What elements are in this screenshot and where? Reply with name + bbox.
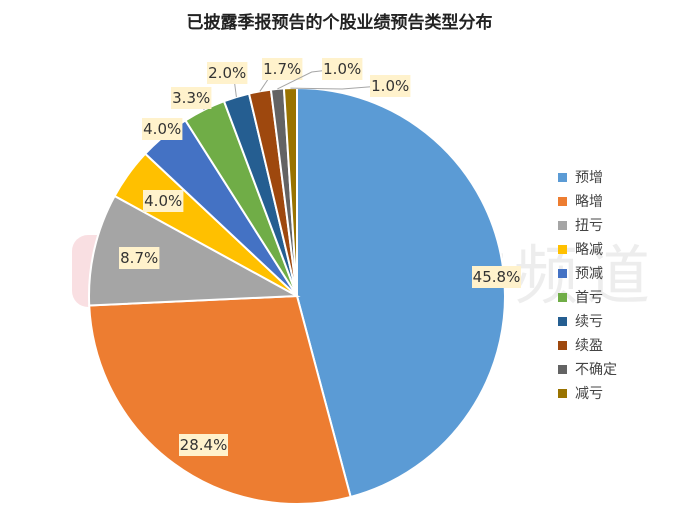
pie-slice-2 bbox=[88, 294, 352, 505]
data-label-bg-10 bbox=[370, 75, 411, 97]
legend-label: 预增 bbox=[575, 170, 603, 186]
data-label-bg-5 bbox=[142, 118, 183, 140]
legend-label: 略增 bbox=[575, 194, 603, 210]
data-label-2: 28.4% bbox=[180, 436, 228, 454]
legend-swatch bbox=[558, 220, 567, 230]
legend-swatch bbox=[558, 364, 567, 374]
legend-swatch bbox=[558, 196, 567, 206]
legend-label: 续亏 bbox=[575, 314, 603, 330]
chart-title: 已披露季报预告的个股业绩预告类型分布 bbox=[186, 13, 493, 33]
legend-item-10: 减亏 bbox=[558, 381, 617, 405]
data-label-3: 8.7% bbox=[120, 249, 158, 267]
data-label-bg-2 bbox=[179, 434, 228, 456]
data-label-5: 4.0% bbox=[143, 120, 181, 138]
legend-item-2: 略增 bbox=[558, 189, 617, 213]
data-label-bg-1 bbox=[472, 266, 521, 288]
data-label-7: 2.0% bbox=[208, 64, 246, 82]
data-label-4: 4.0% bbox=[144, 192, 182, 210]
data-label-bg-9 bbox=[322, 58, 363, 80]
legend-item-9: 不确定 bbox=[558, 357, 617, 381]
legend-swatch bbox=[558, 292, 567, 302]
legend-label: 不确定 bbox=[575, 362, 617, 378]
data-label-bg-7 bbox=[207, 62, 248, 84]
data-label-8: 1.7% bbox=[263, 60, 301, 78]
legend-label: 扭亏 bbox=[575, 218, 603, 234]
data-label-bg-3 bbox=[119, 247, 160, 269]
pie-slice-3 bbox=[88, 194, 301, 307]
data-label-1: 45.8% bbox=[473, 268, 521, 286]
legend-label: 减亏 bbox=[575, 386, 603, 402]
legend-label: 续盈 bbox=[575, 338, 603, 354]
data-label-6: 3.3% bbox=[172, 89, 210, 107]
data-label-bg-4 bbox=[143, 190, 184, 212]
legend-label: 首亏 bbox=[575, 290, 603, 306]
data-label-9: 1.0% bbox=[323, 60, 361, 78]
legend-swatch bbox=[558, 340, 567, 350]
legend-swatch bbox=[558, 244, 567, 254]
data-label-10: 1.0% bbox=[371, 77, 409, 95]
data-label-bg-8 bbox=[262, 58, 303, 80]
legend-swatch bbox=[558, 268, 567, 278]
legend-label: 略减 bbox=[575, 242, 603, 258]
legend-swatch bbox=[558, 388, 567, 398]
legend-item-6: 首亏 bbox=[558, 285, 617, 309]
legend-label: 预减 bbox=[575, 266, 603, 282]
data-label-bg-6 bbox=[171, 87, 212, 109]
legend-swatch bbox=[558, 172, 567, 182]
legend-swatch bbox=[558, 316, 567, 326]
legend-item-5: 预减 bbox=[558, 261, 617, 285]
legend-item-8: 续盈 bbox=[558, 333, 617, 357]
legend-item-7: 续亏 bbox=[558, 309, 617, 333]
legend-item-1: 预增 bbox=[558, 165, 617, 189]
legend-item-4: 略减 bbox=[558, 237, 617, 261]
legend: 预增略增扭亏略减预减首亏续亏续盈不确定减亏 bbox=[558, 165, 617, 405]
legend-item-3: 扭亏 bbox=[558, 213, 617, 237]
